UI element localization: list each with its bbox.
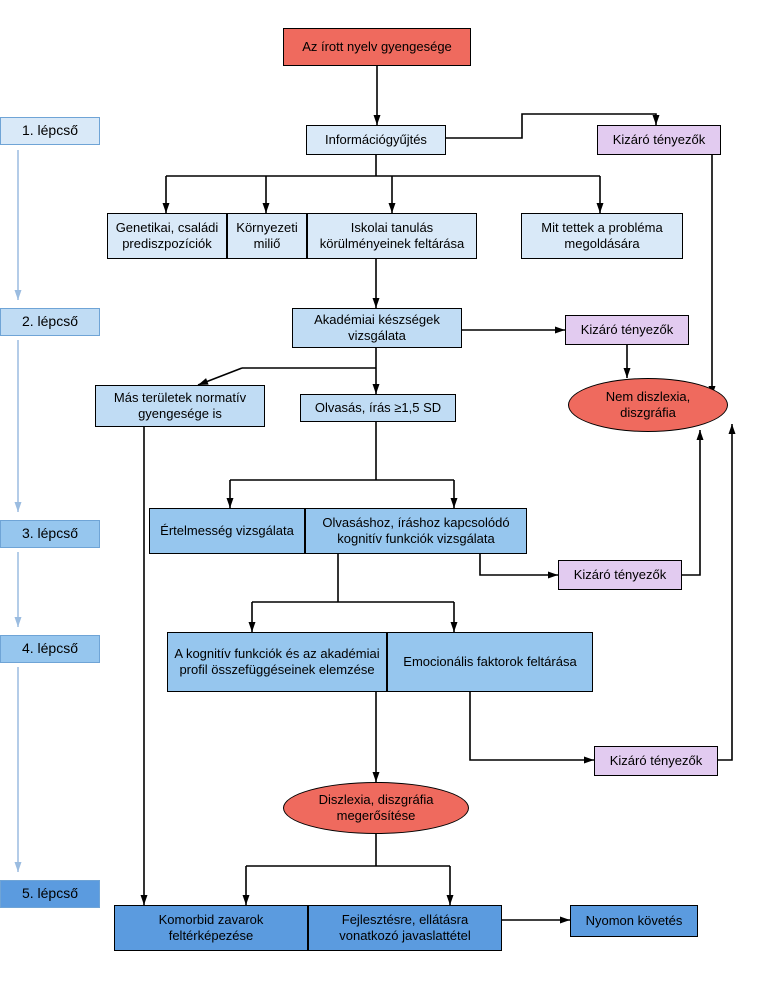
node-n-mit: Mit tettek a probléma megoldására (521, 213, 683, 259)
step-label: 3. lépcső (0, 520, 100, 548)
node-n-diszl: Diszlexia, diszgráfia megerősítése (283, 782, 469, 834)
node-n-kiz2: Kizáró tényezők (565, 315, 689, 345)
step-label: 4. lépcső (0, 635, 100, 663)
node-n-fejl: Fejlesztésre, ellátásra vonatkozó javasl… (308, 905, 502, 951)
node-n-kiz1: Kizáró tényezők (597, 125, 721, 155)
node-n-kiz3: Kizáró tényezők (558, 560, 682, 590)
flowchart-canvas: 1. lépcső 2. lépcső 3. lépcső 4. lépcső 5. l… (0, 0, 757, 1004)
node-n-komor: Komorbid zavarok feltérképezése (114, 905, 308, 951)
node-n-ert: Értelmesség vizsgálata (149, 508, 305, 554)
node-n-akad: Akadémiai készségek vizsgálata (292, 308, 462, 348)
node-n-nemD: Nem diszlexia, diszgráfia (568, 378, 728, 432)
node-n-nyom: Nyomon követés (570, 905, 698, 937)
node-n-emo: Emocionális faktorok feltárása (387, 632, 593, 692)
step-label: 1. lépcső (0, 117, 100, 145)
node-n-gen: Genetikai, családi prediszpozíciók (107, 213, 227, 259)
step-label: 2. lépcső (0, 308, 100, 336)
node-n-masT: Más területek normatív gyengesége is (95, 385, 265, 427)
node-n-kog: A kognitív funkciók és az akadémiai prof… (167, 632, 387, 692)
node-n-iskola: Iskolai tanulás körülményeinek feltárása (307, 213, 477, 259)
node-n-top: Az írott nyelv gyengesége (283, 28, 471, 66)
node-n-olvKog: Olvasáshoz, íráshoz kapcsolódó kognitív … (305, 508, 527, 554)
node-n-korny: Környezeti miliő (227, 213, 307, 259)
node-n-olv: Olvasás, írás ≥1,5 SD (300, 394, 456, 422)
node-n-info: Információgyűjtés (306, 125, 446, 155)
step-label: 5. lépcső (0, 880, 100, 908)
node-n-kiz4: Kizáró tényezők (594, 746, 718, 776)
